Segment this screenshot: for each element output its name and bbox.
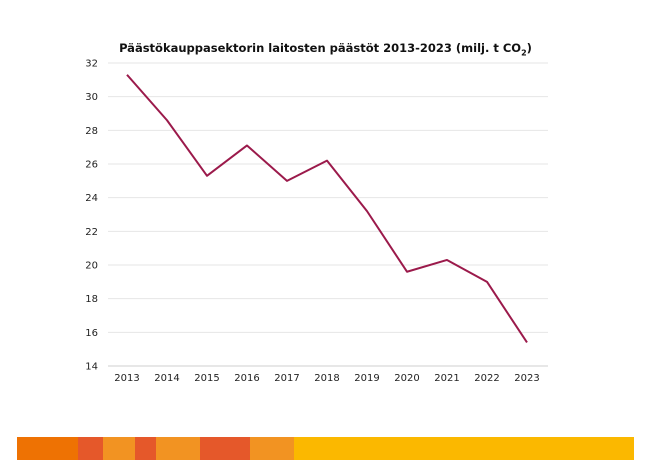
- footer-stripe: [135, 437, 156, 460]
- footer-stripe: [250, 437, 294, 460]
- x-tick-label: 2013: [114, 373, 139, 384]
- x-tick-label: 2017: [274, 373, 299, 384]
- x-tick-label: 2018: [314, 373, 339, 384]
- y-tick-label: 20: [85, 261, 98, 272]
- footer-stripe-bar: [17, 437, 634, 460]
- y-tick-label: 18: [85, 294, 98, 305]
- title-suffix: ): [526, 41, 532, 55]
- x-tick-label: 2022: [474, 373, 499, 384]
- y-tick-label: 32: [85, 59, 98, 70]
- footer-stripe: [294, 437, 634, 460]
- footer-stripe: [17, 437, 78, 460]
- y-tick-label: 26: [85, 160, 98, 171]
- y-tick-label: 22: [85, 227, 98, 238]
- chart-title: Päästökauppasektorin laitosten päästöt 2…: [0, 41, 651, 57]
- y-tick-label: 28: [85, 126, 98, 137]
- x-tick-label: 2016: [234, 373, 259, 384]
- title-subscript: 2: [521, 48, 527, 58]
- x-tick-label: 2023: [514, 373, 539, 384]
- footer-stripe: [78, 437, 103, 460]
- x-tick-label: 2021: [434, 373, 459, 384]
- x-tick-label: 2020: [394, 373, 419, 384]
- y-tick-label: 30: [85, 92, 98, 103]
- title-text: Päästökauppasektorin laitosten päästöt 2…: [119, 41, 522, 55]
- x-tick-label: 2014: [154, 373, 179, 384]
- y-tick-label: 16: [85, 328, 98, 339]
- series-line: [126, 74, 528, 343]
- x-tick-label: 2015: [194, 373, 219, 384]
- footer-stripe: [103, 437, 135, 460]
- x-tick-label: 2019: [354, 373, 379, 384]
- y-tick-label: 24: [85, 193, 98, 204]
- footer-stripe: [156, 437, 200, 460]
- footer-stripe: [200, 437, 250, 460]
- y-tick-label: 14: [85, 362, 98, 373]
